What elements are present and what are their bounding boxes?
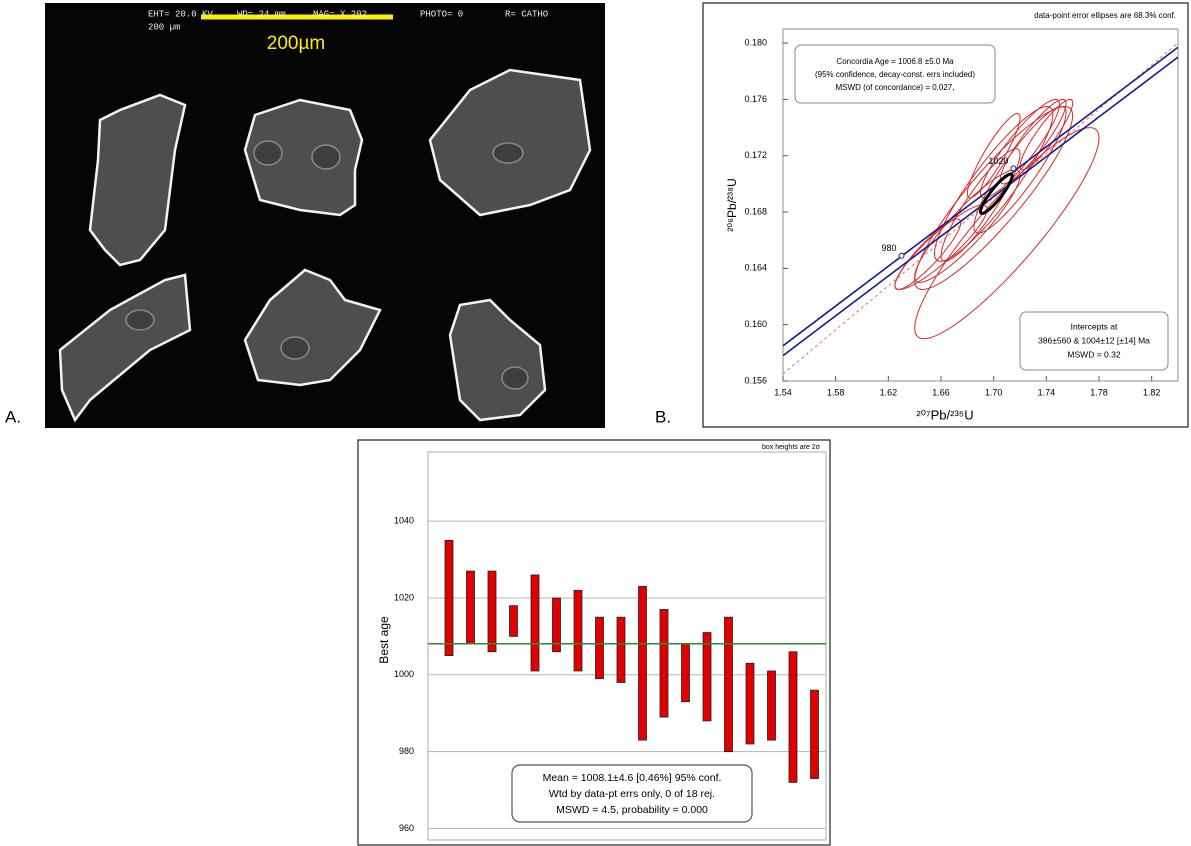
- grain: [88, 93, 187, 267]
- panel-label: A.: [5, 407, 21, 426]
- y-tick-label: 1000: [394, 669, 414, 679]
- box-line: 386±560 & 1004±12 [±14] Ma: [1038, 335, 1150, 345]
- grain: [243, 268, 382, 387]
- discordia-line: [783, 42, 1178, 375]
- y-tick-label: 960: [399, 823, 414, 833]
- concordia-line: [783, 46, 1178, 347]
- error-box: [659, 609, 669, 718]
- error-ellipse: [966, 112, 1021, 199]
- box-line: Mean = 1008.1±4.6 [0.46%] 95% conf.: [543, 772, 722, 784]
- grains: [58, 68, 592, 423]
- scale-text: 200 µm: [148, 22, 180, 32]
- y-axis-label: Best age: [377, 616, 391, 664]
- grain: [448, 298, 547, 422]
- error-ellipse: [973, 105, 1067, 234]
- y-tick-label: 0.180: [744, 37, 767, 47]
- error-box: [767, 670, 776, 741]
- error-box: [788, 651, 798, 783]
- pit: [492, 142, 524, 164]
- x-tick-label: 1.54: [774, 387, 792, 397]
- error-ellipse: [914, 127, 1100, 340]
- age-label: 1020: [988, 156, 1008, 166]
- header-text: R= CATHO: [505, 9, 548, 19]
- header-text: EHT= 20.0 KV: [148, 9, 213, 19]
- y-tick-label: 0.156: [744, 375, 767, 385]
- box-line: Concordia Age = 1006.8 ±5.0 Ma: [836, 57, 954, 66]
- intercept-box: [1019, 311, 1169, 371]
- pit: [280, 336, 310, 360]
- box-line: MSWD = 4.5, probability = 0.000: [556, 804, 708, 816]
- age-marker: [898, 252, 905, 259]
- error-box: [616, 616, 626, 683]
- box-line: MSWD = 0.32: [1067, 349, 1120, 359]
- box-line: Intercepts at: [1071, 321, 1118, 331]
- error-box: [810, 689, 819, 779]
- y-tick-label: 1040: [394, 516, 414, 526]
- error-box: [595, 616, 604, 680]
- error-box: [487, 570, 497, 653]
- error-box: [530, 574, 540, 672]
- box-line: MSWD (of concordance) = 0.027,: [836, 83, 955, 92]
- error-ellipse: [978, 172, 1014, 215]
- x-axis-label: ²⁰⁷Pb/²³⁵U: [916, 407, 973, 422]
- note: box heights are 2σ: [762, 444, 821, 451]
- plot-marks: 1.54 1.58 1.62 1.66 1.70 1.74 1.78 1.82 0.156 0.1…: [744, 37, 1178, 397]
- x-tick-label: 1.78: [1090, 387, 1108, 397]
- y-tick-label: 0.168: [744, 206, 767, 216]
- x-tick-label: 1.62: [880, 387, 898, 397]
- concordia-box: [794, 44, 996, 104]
- age-marker: [1010, 165, 1017, 172]
- scale-bar-label: 200µm: [267, 33, 325, 54]
- panel-label: B.: [655, 407, 671, 426]
- x-tick-label: 1.66: [932, 387, 950, 397]
- error-box: [466, 570, 475, 645]
- x-tick-label: 1.58: [827, 387, 845, 397]
- error-ellipse: [914, 105, 1074, 290]
- y-tick-label: 0.176: [744, 94, 767, 104]
- plot-area: [427, 451, 827, 841]
- error-box: [509, 605, 518, 637]
- note: data-point error ellipses are 68.3% conf…: [1034, 11, 1176, 20]
- y-tick-label: 0.172: [744, 150, 767, 160]
- error-box: [724, 616, 733, 753]
- error-ellipse: [894, 218, 962, 290]
- plot-area: [782, 28, 1179, 382]
- stats-box: [511, 764, 753, 823]
- y-tick-label: 980: [399, 746, 414, 756]
- age-label: 980: [881, 243, 896, 253]
- x-tick-label: 1.82: [1143, 387, 1161, 397]
- header-text: MAG= X 202.: [313, 9, 372, 19]
- pit: [253, 140, 283, 166]
- grain: [58, 273, 192, 423]
- error-box: [444, 539, 454, 657]
- pit: [501, 366, 529, 390]
- pit: [311, 144, 341, 170]
- header-text: PHOTO= 0: [420, 9, 463, 19]
- error-ellipse: [933, 105, 1054, 262]
- grain: [243, 98, 364, 217]
- error-ellipse: [979, 98, 1061, 199]
- plot-marks: 960 980 1000 1020 1040: [394, 516, 826, 833]
- error-box: [681, 643, 690, 703]
- y-axis-label: ²⁰⁶Pb/²³⁸U: [725, 178, 739, 231]
- error-box: [745, 662, 755, 745]
- error-ellipse: [914, 169, 1021, 283]
- error-ellipse: [940, 148, 1021, 262]
- error-box: [573, 589, 583, 672]
- error-box: [638, 586, 647, 741]
- y-tick-label: 1020: [394, 592, 414, 602]
- y-tick-label: 0.164: [744, 263, 767, 273]
- box-line: Wtd by data-pt errs only, 0 of 18 rej.: [549, 788, 715, 800]
- box-line: (95% confidence, decay-const. errs inclu…: [815, 70, 975, 79]
- error-box: [702, 632, 712, 722]
- x-tick-label: 1.70: [985, 387, 1003, 397]
- x-tick-label: 1.74: [1038, 387, 1056, 397]
- header-text: WD= 24 mm: [237, 9, 286, 19]
- y-tick-label: 0.160: [744, 319, 767, 329]
- pit: [125, 309, 155, 331]
- error-box: [552, 597, 561, 653]
